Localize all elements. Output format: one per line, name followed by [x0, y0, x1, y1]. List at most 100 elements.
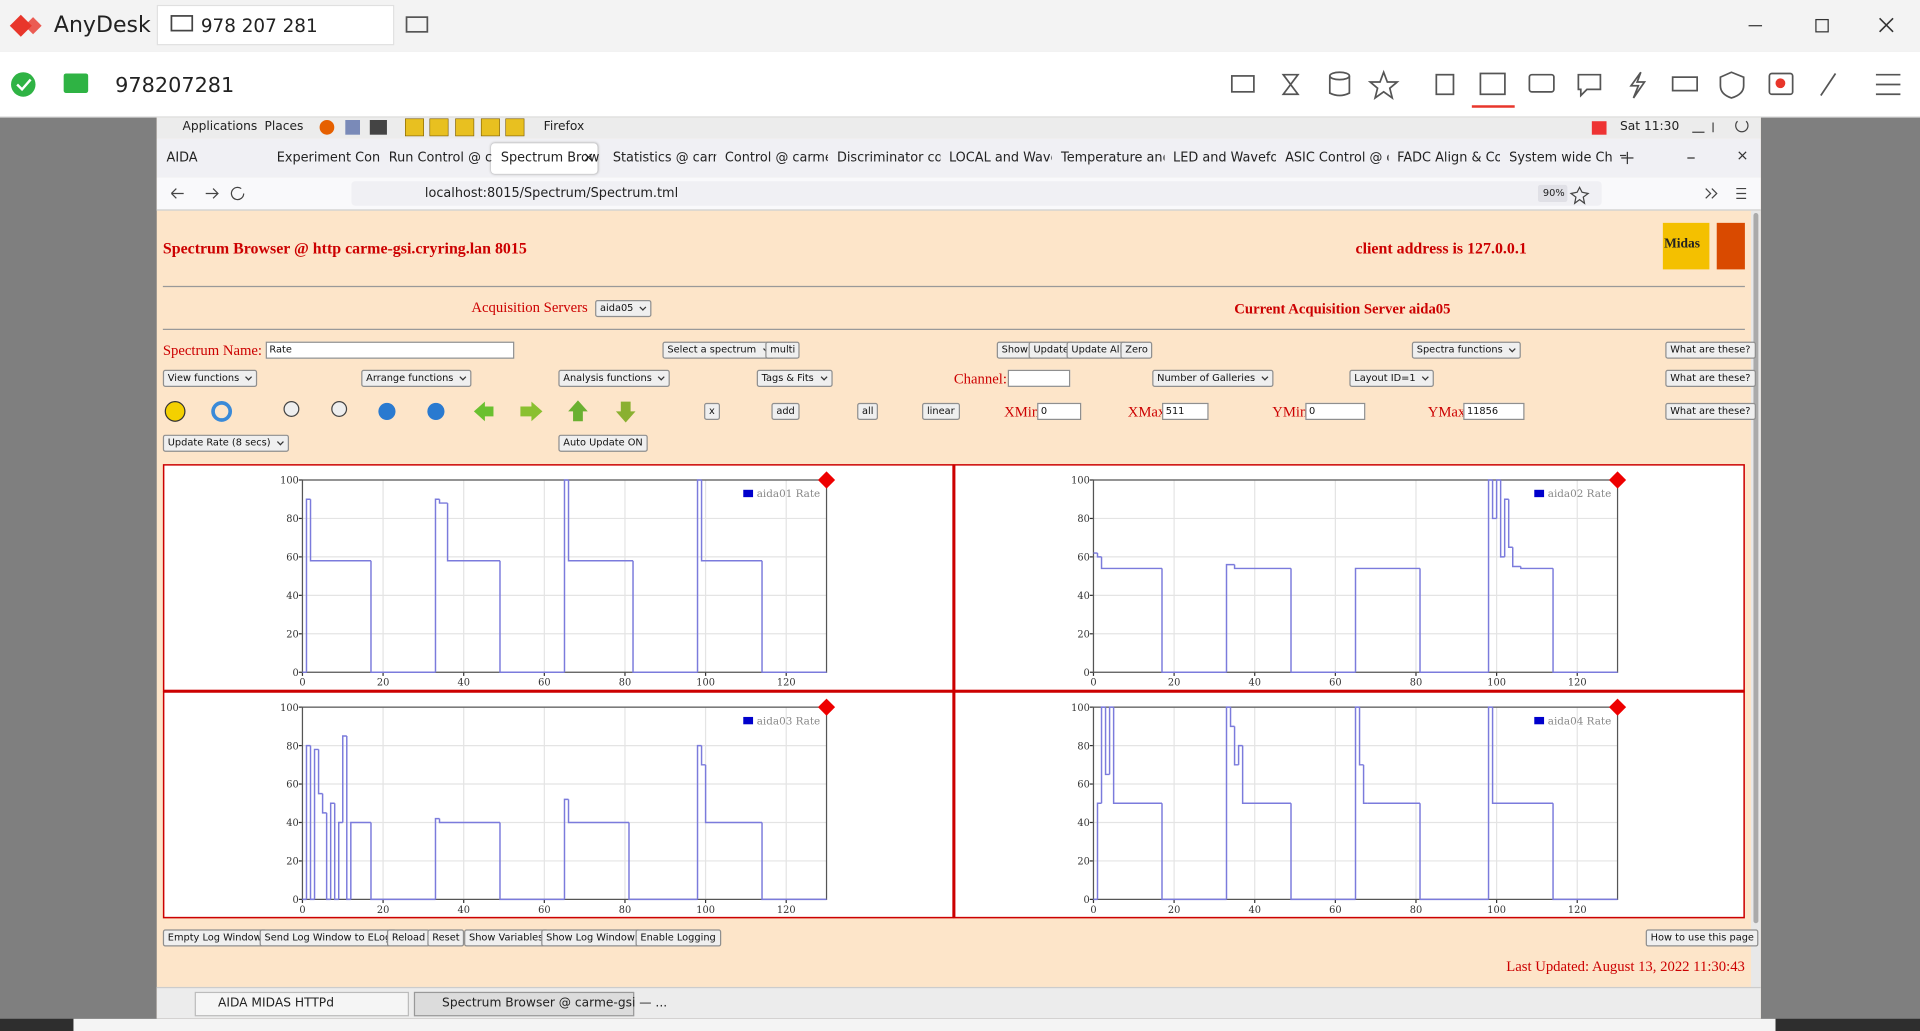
tool-icon[interactable]: [1671, 76, 1699, 92]
help-button[interactable]: What are these?: [1665, 369, 1756, 387]
button[interactable]: Auto Update ON: [558, 434, 648, 452]
button[interactable]: Reset: [427, 929, 465, 947]
tool-icon[interactable]: [1528, 73, 1555, 93]
browser-tab[interactable]: Run Control @ ca: [388, 150, 492, 166]
panel-app[interactable]: Firefox: [543, 120, 585, 134]
help-button[interactable]: What are these?: [1665, 341, 1756, 359]
spectrum-input[interactable]: Rate: [265, 341, 515, 359]
menu-icon[interactable]: [1875, 73, 1901, 96]
galleries-select[interactable]: Number of Galleries: [1152, 369, 1274, 387]
browser-tab[interactable]: ASIC Control @ c: [1285, 150, 1388, 166]
button[interactable]: How to use this page: [1645, 929, 1759, 947]
icon[interactable]: [331, 401, 348, 417]
task-item[interactable]: [194, 991, 409, 1017]
button[interactable]: Empty Log Window: [162, 929, 267, 947]
button[interactable]: add: [771, 402, 800, 421]
tray-icon[interactable]: [1591, 121, 1607, 135]
launcher[interactable]: [505, 118, 525, 137]
browser-tab[interactable]: LED and Wavefor: [1173, 150, 1276, 166]
button[interactable]: Reload: [386, 929, 431, 947]
button[interactable]: linear: [922, 402, 960, 421]
icon[interactable]: [473, 401, 494, 422]
url[interactable]: localhost:8015/Spectrum/Spectrum.tml: [424, 186, 679, 201]
spectra-functions[interactable]: Spectra functions: [1411, 341, 1522, 359]
tool-icon[interactable]: [1281, 73, 1300, 96]
zoom-box[interactable]: [1537, 184, 1568, 203]
address[interactable]: 978207281: [115, 73, 235, 98]
launcher[interactable]: [480, 118, 500, 137]
bookmark[interactable]: [1569, 185, 1590, 205]
button[interactable]: x: [704, 402, 720, 421]
icon[interactable]: [427, 402, 445, 421]
launcher[interactable]: [345, 120, 361, 135]
browser-tab[interactable]: AIDA: [166, 150, 198, 166]
tool-icon[interactable]: [1768, 72, 1794, 96]
nav-menu[interactable]: [1705, 187, 1747, 199]
tool-icon[interactable]: [1577, 73, 1602, 98]
button[interactable]: Show Log Window: [541, 929, 640, 947]
tool-icon[interactable]: [1230, 75, 1255, 93]
button[interactable]: multi: [765, 341, 801, 359]
tool-icon[interactable]: [1328, 75, 1351, 97]
browser-tab[interactable]: LOCAL and Wave: [948, 150, 1052, 166]
function-select[interactable]: View functions: [162, 369, 258, 387]
session-tab[interactable]: [156, 4, 395, 46]
firefox-icon[interactable]: [319, 120, 335, 135]
button[interactable]: Update All: [1066, 341, 1128, 359]
tray-icons[interactable]: [1692, 120, 1749, 133]
icon[interactable]: [283, 401, 300, 417]
button[interactable]: Send Log Window to ELog: [259, 929, 397, 947]
browser-tab[interactable]: Statistics @ carm: [612, 150, 716, 166]
task-label[interactable]: AIDA MIDAS HTTPd: [217, 996, 334, 1011]
launcher[interactable]: [455, 118, 475, 137]
tool-icon[interactable]: [1820, 72, 1837, 96]
task-item[interactable]: [413, 991, 635, 1017]
tool-icon[interactable]: [1479, 72, 1506, 96]
nav-arrows[interactable]: [170, 188, 219, 199]
icon[interactable]: [520, 401, 543, 422]
browser-tab[interactable]: Discriminator co: [836, 150, 940, 166]
panel-clock[interactable]: Sat 11:30: [1620, 120, 1680, 134]
icon[interactable]: [615, 401, 636, 423]
function-select[interactable]: Tags & Fits: [756, 369, 833, 387]
button[interactable]: all: [857, 402, 879, 421]
task-label[interactable]: Spectrum Browser @ carme-gsi — ...: [442, 996, 668, 1011]
browser-tab[interactable]: Control @ carme: [724, 150, 828, 166]
tool-icon[interactable]: [1328, 71, 1351, 81]
browser-tab[interactable]: Experiment Cont: [276, 150, 380, 166]
close[interactable]: [1879, 17, 1894, 33]
browser-tab[interactable]: Temperature and: [1061, 150, 1164, 166]
reload[interactable]: [230, 186, 245, 201]
tab-close[interactable]: ×: [582, 149, 595, 166]
button[interactable]: Zero: [1120, 341, 1153, 359]
scroll-thumb[interactable]: [1753, 213, 1759, 924]
button[interactable]: Enable Logging: [635, 929, 721, 947]
new-session-icon[interactable]: [405, 16, 429, 33]
url-box[interactable]: [351, 181, 1602, 206]
limit-input[interactable]: 511: [1162, 402, 1209, 421]
tool-icon[interactable]: [1719, 71, 1745, 99]
launcher[interactable]: [429, 118, 449, 137]
function-select[interactable]: Arrange functions: [361, 369, 472, 387]
button[interactable]: Update: [1028, 341, 1074, 359]
launcher[interactable]: [405, 118, 424, 137]
icon[interactable]: [378, 402, 396, 421]
function-select[interactable]: Analysis functions: [558, 369, 671, 387]
limit-input[interactable]: 0: [1037, 402, 1082, 421]
window-controls[interactable]: [1620, 151, 1747, 160]
icon[interactable]: [164, 401, 186, 422]
limit-input[interactable]: 0: [1305, 402, 1366, 421]
zoom[interactable]: 90%: [1542, 187, 1565, 199]
browser-tab[interactable]: Spectrum Brow: [500, 150, 600, 166]
active-tab[interactable]: [491, 143, 598, 174]
acq-select[interactable]: aida05: [595, 300, 652, 318]
icon[interactable]: [211, 401, 233, 422]
restore[interactable]: [1815, 18, 1829, 33]
select-spectrum[interactable]: Select a spectrum: [662, 341, 775, 359]
tool-icon[interactable]: [1629, 71, 1647, 99]
help-button[interactable]: What are these?: [1665, 402, 1756, 421]
browser-tab[interactable]: FADC Align & Co: [1397, 150, 1501, 166]
update-rate[interactable]: Update Rate (8 secs): [162, 434, 289, 452]
layout-select[interactable]: Layout ID=1: [1349, 369, 1434, 387]
launcher[interactable]: [369, 120, 387, 135]
